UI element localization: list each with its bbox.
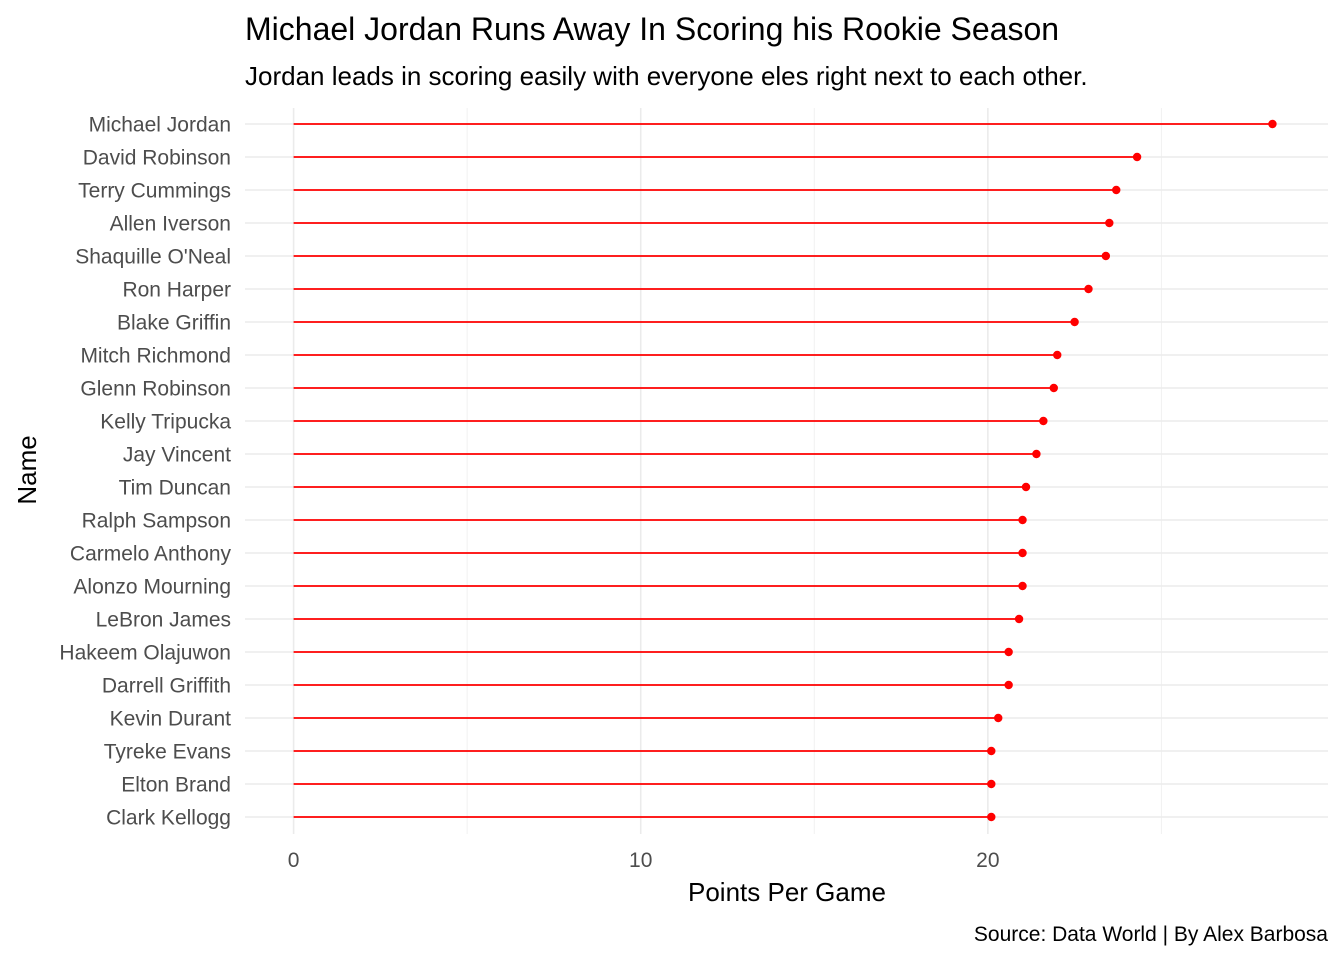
data-point bbox=[994, 713, 1003, 723]
data-point bbox=[1039, 416, 1048, 426]
y-tick-label: Clark Kellogg bbox=[106, 807, 231, 830]
y-tick-label: Alonzo Mourning bbox=[73, 576, 231, 599]
data-point bbox=[1018, 548, 1027, 558]
data-point bbox=[1268, 119, 1277, 129]
y-tick-label: Tyreke Evans bbox=[104, 741, 231, 764]
y-tick-label: Kevin Durant bbox=[110, 708, 232, 731]
data-point bbox=[1004, 647, 1013, 657]
chart-caption: Source: Data World | By Alex Barbosa bbox=[974, 923, 1328, 946]
x-axis-title: Points Per Game bbox=[688, 877, 886, 907]
marks-layer bbox=[293, 119, 1277, 822]
y-tick-label: Ralph Sampson bbox=[82, 510, 231, 533]
data-point bbox=[1032, 449, 1041, 459]
y-tick-label: Mitch Richmond bbox=[80, 345, 231, 368]
y-tick-label: Jay Vincent bbox=[123, 444, 231, 467]
data-point bbox=[1018, 515, 1027, 525]
y-tick-label: Michael Jordan bbox=[89, 114, 231, 137]
ticks-layer: Michael Jordan David Robinson Terry Cummin… bbox=[59, 114, 999, 873]
data-point bbox=[1049, 383, 1058, 393]
data-point bbox=[1105, 218, 1114, 228]
x-tick-label: 20 bbox=[976, 849, 999, 872]
y-tick-label: Darrell Griffith bbox=[102, 675, 231, 698]
data-point bbox=[987, 746, 996, 756]
y-tick-label: David Robinson bbox=[83, 147, 231, 170]
data-point bbox=[1070, 317, 1079, 327]
y-tick-label: Tim Duncan bbox=[119, 477, 231, 500]
x-tick-label: 0 bbox=[288, 849, 300, 872]
data-point bbox=[987, 779, 996, 789]
y-tick-label: Hakeem Olajuwon bbox=[59, 642, 231, 665]
data-point bbox=[1053, 350, 1062, 360]
chart-subtitle: Jordan leads in scoring easily with ever… bbox=[245, 61, 1088, 91]
y-tick-label: Shaquille O'Neal bbox=[75, 246, 231, 269]
data-point bbox=[987, 812, 996, 822]
data-point bbox=[1021, 482, 1031, 492]
y-tick-label: Glenn Robinson bbox=[80, 378, 231, 401]
y-axis-title: Name bbox=[12, 435, 42, 504]
grid-layer bbox=[245, 108, 1328, 834]
y-tick-label: Carmelo Anthony bbox=[70, 543, 232, 566]
data-point bbox=[1112, 185, 1121, 195]
data-point bbox=[1004, 680, 1013, 690]
data-point bbox=[1084, 284, 1093, 294]
y-tick-label: LeBron James bbox=[96, 609, 231, 632]
y-tick-label: Allen Iverson bbox=[110, 213, 231, 236]
chart-title: Michael Jordan Runs Away In Scoring his … bbox=[245, 11, 1059, 47]
data-point bbox=[1132, 152, 1142, 162]
y-tick-label: Kelly Tripucka bbox=[100, 411, 231, 434]
data-point bbox=[1014, 614, 1024, 624]
x-tick-label: 10 bbox=[629, 849, 652, 872]
y-tick-label: Terry Cummings bbox=[78, 180, 231, 203]
data-point bbox=[1101, 251, 1111, 261]
y-tick-label: Ron Harper bbox=[122, 279, 231, 302]
data-point bbox=[1018, 581, 1027, 591]
y-tick-label: Elton Brand bbox=[121, 774, 231, 797]
y-tick-label: Blake Griffin bbox=[117, 312, 231, 335]
